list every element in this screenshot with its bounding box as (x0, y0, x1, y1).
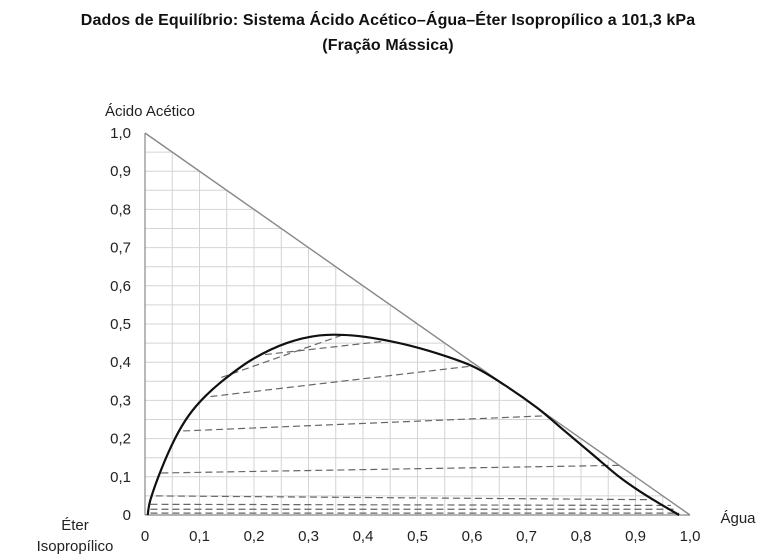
axis-labels: Ácido Acético Água Éter Isopropílico (37, 103, 757, 555)
origin-label-isopropilico: Isopropílico (37, 538, 114, 555)
x-tick-label: 0,1 (189, 528, 210, 545)
y-tick-label: 0,9 (110, 163, 131, 180)
tie-lines (150, 334, 680, 514)
x-tick-label: 0,9 (625, 528, 646, 545)
y-tick-label: 0,4 (110, 354, 131, 371)
y-tick-label: 0,7 (110, 240, 131, 257)
y-tick-label: 1,0 (110, 125, 131, 142)
y-tick-label: 0,6 (110, 278, 131, 295)
chart-subtitle: (Fração Mássica) (322, 37, 454, 54)
axes (144, 132, 691, 516)
y-tick-label: 0 (123, 507, 131, 524)
origin-label-ether: Éter (61, 517, 89, 534)
x-tick-label: 0,2 (244, 528, 265, 545)
y-tick-label: 0,3 (110, 392, 131, 409)
chart-title: Dados de Equilíbrio: Sistema Ácido Acéti… (80, 12, 696, 29)
tie-line (221, 334, 342, 379)
y-tick-label: 0,2 (110, 431, 131, 448)
tie-line (183, 415, 549, 432)
x-tick-label: 0,4 (353, 528, 374, 545)
x-tick-label: 0,3 (298, 528, 319, 545)
hypotenuse-line (144, 132, 691, 516)
tie-line (150, 503, 671, 507)
binodal-curve-group (146, 333, 680, 516)
x-tick-label: 0,7 (516, 528, 537, 545)
tie-line (264, 340, 385, 356)
x-tick-label: 0 (141, 528, 149, 545)
x-tick-label: 1,0 (680, 528, 701, 545)
y-axis-label: Ácido Acético (105, 103, 195, 120)
y-tick-label: 0,5 (110, 316, 131, 333)
x-tick-label: 0,5 (407, 528, 428, 545)
y-tick-label: 0,8 (110, 201, 131, 218)
x-tick-label: 0,8 (571, 528, 592, 545)
x-tick-labels: 0 0,1 0,2 0,3 0,4 0,5 0,6 0,7 0,8 0,9 1,0 (141, 528, 701, 545)
tie-line (155, 495, 655, 501)
y-tick-labels: 0 0,1 0,2 0,3 0,4 0,5 0,6 0,7 0,8 0,9 1,0 (110, 125, 131, 524)
x-axis-label: Água (720, 510, 756, 527)
x-tick-label: 0,6 (462, 528, 483, 545)
binodal-curve (146, 333, 680, 516)
grid (145, 151, 664, 515)
y-tick-label: 0,1 (110, 469, 131, 486)
